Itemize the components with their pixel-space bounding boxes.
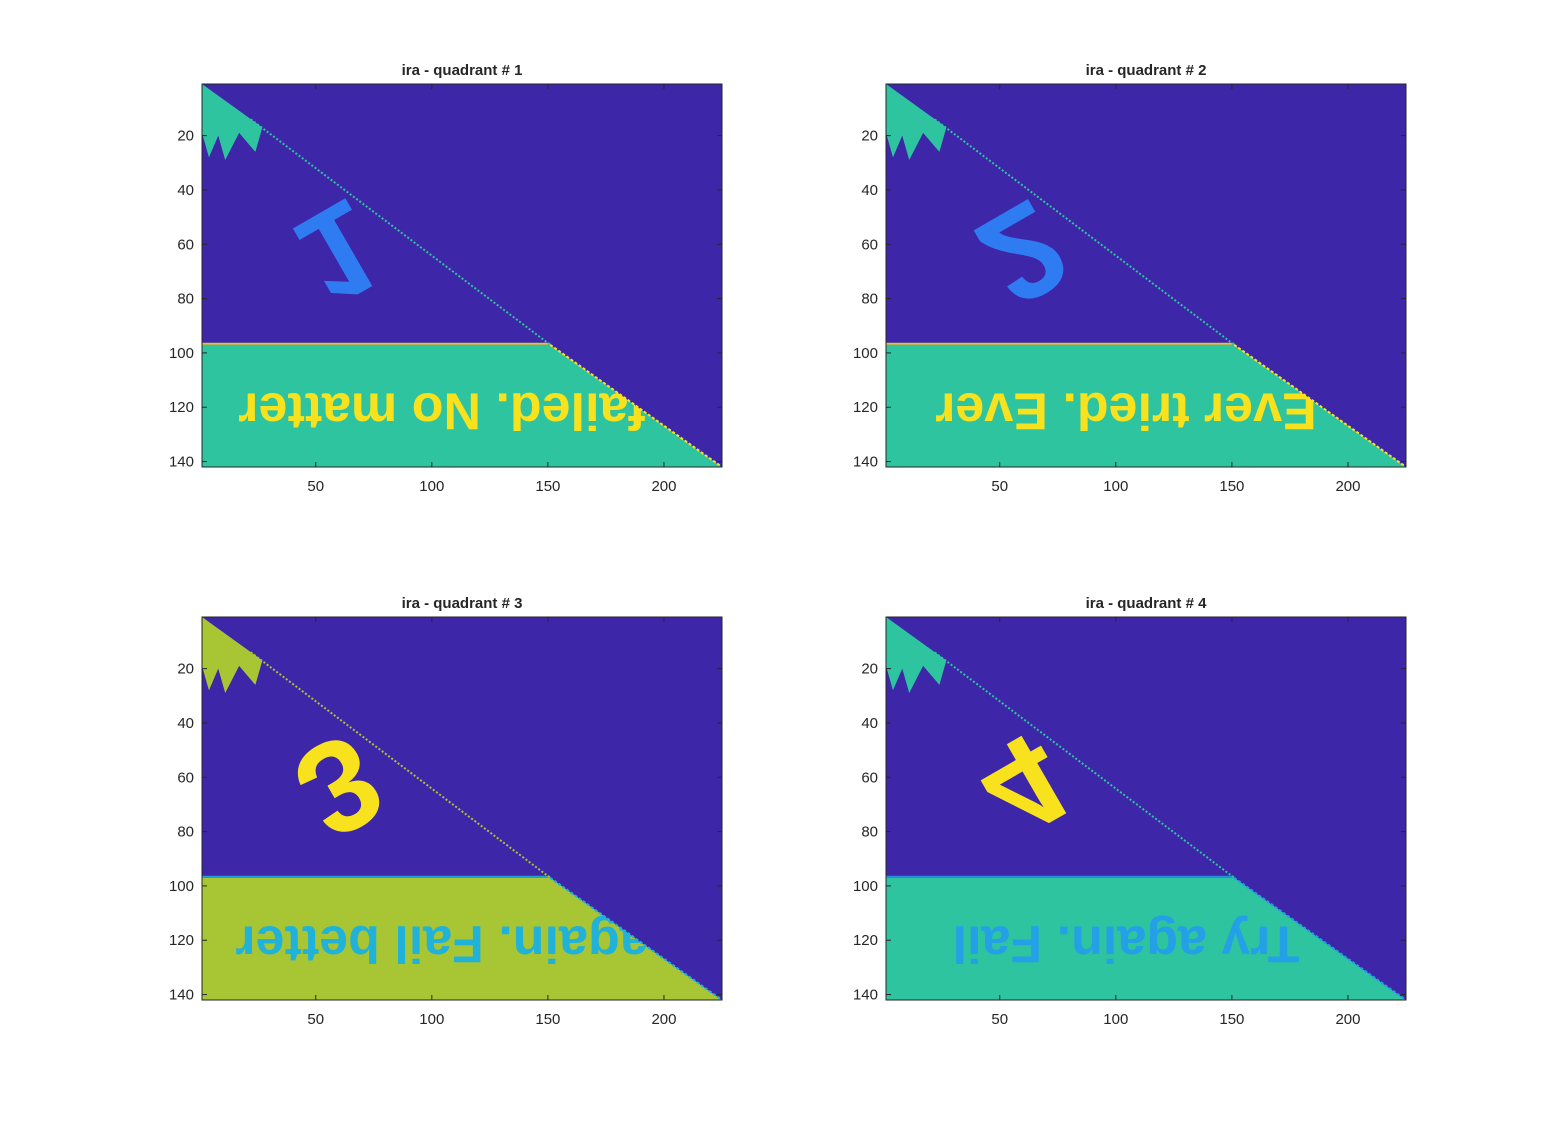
corner-spikes: [886, 84, 947, 161]
mirrored-band-text: Ever tried. Ever: [935, 382, 1317, 440]
y-tick-label: 40: [861, 715, 878, 732]
y-tick-label: 80: [861, 291, 878, 308]
x-tick-label: 50: [307, 478, 324, 495]
y-tick-label: 80: [177, 824, 194, 841]
x-tick-label: 200: [1335, 478, 1360, 495]
x-tick-label: 150: [535, 1011, 560, 1028]
y-tick-label: 100: [853, 345, 878, 362]
y-tick-label: 120: [169, 932, 194, 949]
x-tick-label: 200: [651, 478, 676, 495]
diagonal-line: [934, 651, 1235, 879]
y-tick-label: 20: [177, 661, 194, 678]
diagonal-line: [934, 118, 1235, 346]
y-tick-label: 120: [853, 932, 878, 949]
y-tick-label: 60: [177, 236, 194, 253]
y-tick-label: 40: [177, 182, 194, 199]
right-background-region: [1234, 617, 1406, 1000]
stair-edge: [549, 343, 722, 467]
mirrored-band-text: failed. No matter: [238, 382, 645, 440]
y-tick-label: 140: [169, 454, 194, 471]
stair-edge: [549, 876, 722, 1000]
right-background-region: [550, 617, 722, 1000]
x-tick-label: 200: [1335, 1011, 1360, 1028]
y-tick-label: 40: [177, 715, 194, 732]
y-tick-label: 40: [861, 182, 878, 199]
corner-spikes: [202, 84, 263, 161]
stair-edge: [1233, 876, 1406, 1000]
y-tick-label: 80: [177, 291, 194, 308]
subplot-2-ticks: 50 100 150 200 20 40 60 80 100 120 140: [853, 84, 1406, 495]
right-background-region: [1234, 84, 1406, 467]
subplot-4-ticks: 50 100 150 200 20 40 60 80 100 120 140: [853, 617, 1406, 1028]
subplot-2-axes-box: [885, 83, 1407, 468]
x-tick-label: 100: [1103, 478, 1128, 495]
y-tick-label: 80: [861, 824, 878, 841]
corner-spikes: [202, 617, 263, 694]
subplot-4-title: ira - quadrant # 4: [1086, 595, 1208, 612]
x-tick-label: 200: [651, 1011, 676, 1028]
y-tick-label: 20: [177, 128, 194, 145]
x-tick-label: 50: [307, 1011, 324, 1028]
x-tick-label: 50: [991, 1011, 1008, 1028]
y-tick-label: 140: [853, 454, 878, 471]
mirrored-band-text: Try again. Fail: [953, 915, 1300, 973]
x-tick-label: 150: [1219, 478, 1244, 495]
y-tick-label: 100: [853, 878, 878, 895]
diagonal-line: [250, 118, 551, 346]
x-tick-label: 50: [991, 478, 1008, 495]
diagonal-line: [250, 651, 551, 879]
subplot-3-ticks: 50 100 150 200 20 40 60 80 100 120 140: [169, 617, 722, 1028]
subplot-1-title: ira - quadrant # 1: [402, 62, 523, 79]
stair-edge: [1233, 343, 1406, 467]
x-tick-label: 150: [1219, 1011, 1244, 1028]
subplot-3-title: ira - quadrant # 3: [402, 595, 523, 612]
subplot-1-ticks: 50 100 150 200 20 40 60 80 100 120 140: [169, 84, 722, 495]
subplot-2-title: ira - quadrant # 2: [1086, 62, 1207, 79]
subplot-4-axes-box: [885, 616, 1407, 1001]
y-tick-label: 20: [861, 661, 878, 678]
y-tick-label: 60: [177, 769, 194, 786]
subplot-1-axes-box: [201, 83, 723, 468]
x-tick-label: 150: [535, 478, 560, 495]
mirrored-band-text: again. Fail better: [235, 915, 648, 973]
x-tick-label: 100: [419, 478, 444, 495]
y-tick-label: 140: [169, 987, 194, 1004]
y-tick-label: 140: [853, 987, 878, 1004]
right-background-region: [550, 84, 722, 467]
y-tick-label: 100: [169, 878, 194, 895]
y-tick-label: 120: [169, 399, 194, 416]
y-tick-label: 60: [861, 769, 878, 786]
y-tick-label: 120: [853, 399, 878, 416]
x-tick-label: 100: [1103, 1011, 1128, 1028]
x-tick-label: 100: [419, 1011, 444, 1028]
y-tick-label: 20: [861, 128, 878, 145]
y-tick-label: 60: [861, 236, 878, 253]
y-tick-label: 100: [169, 345, 194, 362]
corner-spikes: [886, 617, 947, 694]
subplot-3-axes-box: [201, 616, 723, 1001]
